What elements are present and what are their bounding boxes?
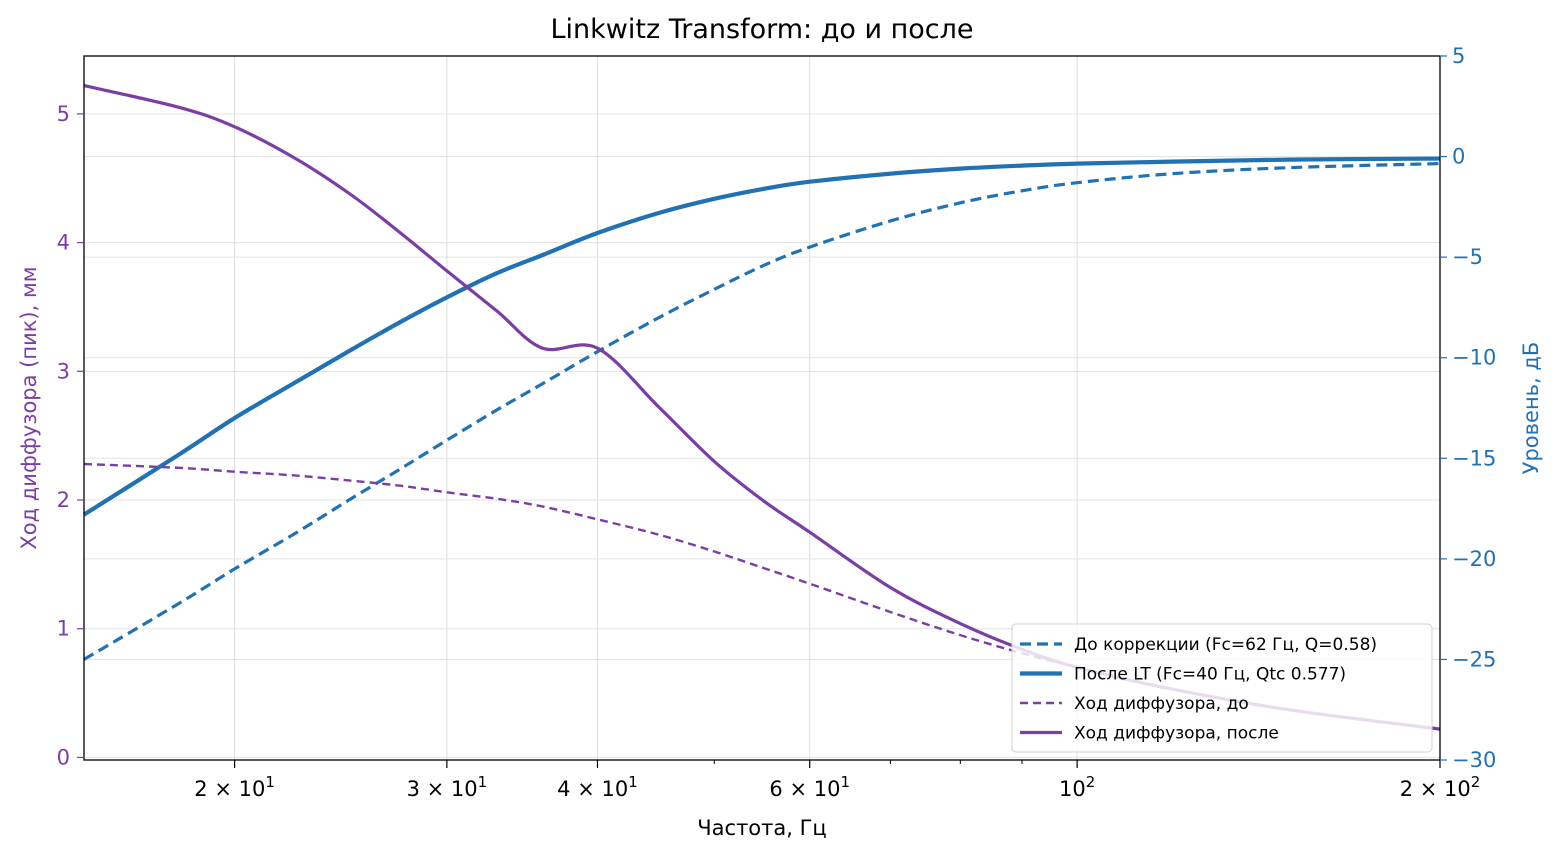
legend-label: После LT (Fc=40 Гц, Qtc 0.577) bbox=[1074, 665, 1346, 685]
x-tick-label: 2 × 102 bbox=[1400, 773, 1481, 801]
y-axis-right-label: Уровень, дБ bbox=[1519, 342, 1543, 475]
y-right-tick-label: −30 bbox=[1452, 748, 1496, 772]
y-right-tick-label: −20 bbox=[1452, 547, 1496, 571]
y-left-tick-label: 5 bbox=[57, 102, 70, 126]
x-tick-label: 102 bbox=[1059, 773, 1095, 801]
y-left-tick-label: 3 bbox=[57, 359, 70, 383]
y-right-tick-label: −15 bbox=[1452, 446, 1496, 470]
y-axis-left-ticks: 0 1 2 3 4 5 bbox=[57, 102, 84, 769]
y-right-tick-label: −25 bbox=[1452, 647, 1496, 671]
chart-title: Linkwitz Transform: до и после bbox=[551, 14, 974, 45]
x-tick-label: 6 × 101 bbox=[769, 773, 850, 801]
x-tick-label: 4 × 101 bbox=[557, 773, 638, 801]
legend-box bbox=[1011, 623, 1433, 753]
y-axis-left-label: Ход диффузора (пик), мм bbox=[17, 266, 41, 549]
x-tick-label: 2 × 101 bbox=[194, 773, 275, 801]
plot-frame bbox=[83, 55, 1441, 761]
x-axis-ticks: 2 × 101 3 × 101 4 × 101 6 × 101 102 2 × 102 bbox=[194, 760, 1480, 801]
series-line-1 bbox=[83, 162, 1441, 661]
y-left-tick-label: 1 bbox=[57, 617, 70, 641]
y-left-tick-label: 4 bbox=[57, 231, 70, 255]
x-axis-label: Частота, Гц bbox=[697, 816, 826, 840]
y-right-tick-label: 0 bbox=[1452, 145, 1465, 169]
series-line-2 bbox=[82, 156, 1441, 517]
y-axis-right-ticks: 5 0 −5 −10 −15 −20 −25 −30 bbox=[1440, 44, 1496, 772]
legend-label: До коррекции (Fc=62 Гц, Q=0.58) bbox=[1074, 635, 1377, 655]
y-left-tick-label: 2 bbox=[57, 488, 70, 512]
y-right-tick-label: 5 bbox=[1452, 44, 1465, 68]
y-right-tick-label: −5 bbox=[1452, 245, 1483, 269]
y-left-tick-label: 0 bbox=[57, 745, 70, 769]
y-right-tick-label: −10 bbox=[1452, 346, 1496, 370]
legend-label: Ход диффузора, после bbox=[1074, 724, 1279, 744]
legend: До коррекции (Fc=62 Гц, Q=0.58) После LT … bbox=[1011, 623, 1433, 753]
legend-label: Ход диффузора, до bbox=[1074, 694, 1249, 714]
x-tick-label: 3 × 101 bbox=[407, 773, 488, 801]
